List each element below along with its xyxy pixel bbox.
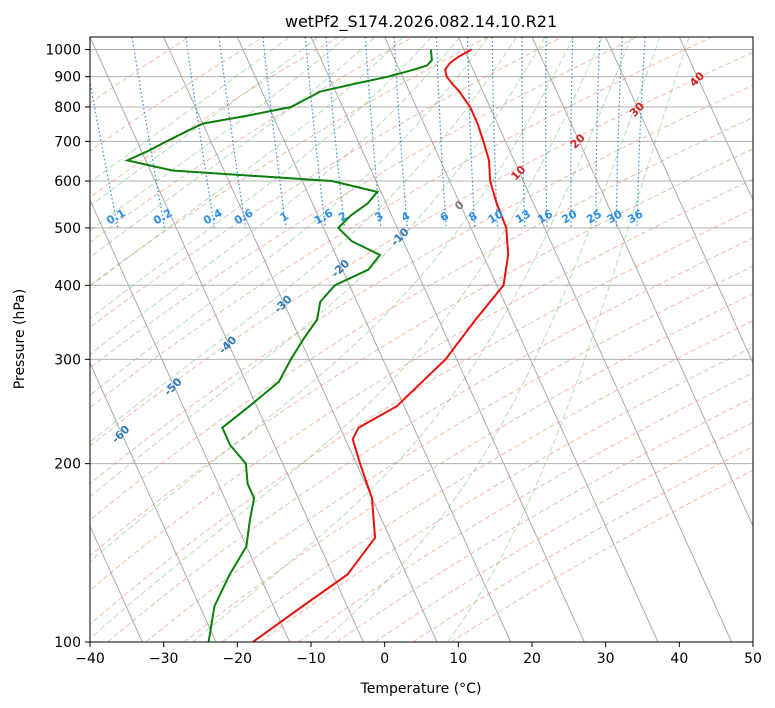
dry-adiabat-line	[90, 37, 190, 104]
dry-adiabat-lines	[90, 37, 753, 642]
mixing-ratio-line	[325, 37, 346, 228]
dry-adiabat-line	[90, 37, 563, 328]
x-tick-label: −20	[223, 651, 253, 667]
moist-adiabat-line	[321, 37, 661, 642]
moist-adiabat-line	[447, 37, 690, 642]
y-tick-label: 500	[54, 221, 81, 237]
isotherm-line	[384, 37, 659, 642]
y-tick-label: 1000	[45, 43, 81, 59]
y-axis-title: Pressure (hPa)	[12, 289, 28, 389]
x-tick-label: 50	[744, 651, 762, 667]
dewpoint-profile	[124, 49, 433, 642]
dry-adiabat-line	[90, 37, 638, 369]
plot-area: -100-90-80-70-60-50-40-30-20-10010203040…	[90, 37, 753, 642]
x-tick-label: 30	[597, 651, 615, 667]
isotherm-line	[605, 37, 753, 365]
y-tick-label: 600	[54, 174, 81, 190]
y-tick-label: 100	[54, 635, 81, 651]
mixing-ratio-line	[364, 37, 382, 228]
isotherm-line	[457, 37, 733, 642]
dry-adiabat-line	[145, 265, 753, 642]
dry-adiabat-line	[183, 293, 753, 642]
isotherm-line	[531, 37, 753, 528]
dry-adiabat-line	[298, 372, 753, 642]
isotherm-line	[678, 37, 753, 202]
chart-title: wetPf2_S174.2026.082.14.10.R21	[285, 12, 557, 32]
isotherm-line	[90, 37, 364, 642]
dry-adiabat-line	[221, 320, 753, 642]
y-axis-ticks: 100 200 300 400 500 600 700 800 900 1000	[45, 43, 90, 651]
x-tick-label: 0	[380, 651, 389, 667]
moist-adiabat-line	[90, 37, 603, 640]
mixing-ratio-line	[185, 37, 216, 228]
moist-adiabat-line	[90, 37, 575, 563]
isotherm-line	[90, 525, 143, 642]
mixing-ratio-line	[304, 37, 326, 228]
moist-adiabat-line	[90, 37, 319, 207]
x-tick-label: 40	[670, 651, 688, 667]
moist-adiabat-lines	[90, 37, 690, 642]
mixing-ratio-line	[218, 37, 246, 228]
x-tick-label: 20	[523, 651, 541, 667]
moist-adiabat-line	[90, 37, 517, 443]
dry-adiabat-line	[90, 84, 753, 485]
dry-adiabat-line	[90, 37, 488, 287]
isotherm-line	[90, 361, 217, 642]
moist-adiabat-line	[90, 37, 347, 232]
profile-series	[124, 48, 510, 642]
dry-adiabat-line	[90, 178, 753, 591]
mixing-ratio-lines	[90, 37, 646, 229]
y-tick-label: 800	[54, 100, 81, 116]
y-tick-label: 200	[54, 457, 81, 473]
y-tick-label: 700	[54, 134, 81, 150]
plot-frame	[89, 36, 754, 643]
moist-adiabat-line	[90, 37, 432, 320]
moist-adiabat-line	[90, 37, 376, 258]
dry-adiabat-line	[90, 37, 712, 409]
x-tick-label: −10	[296, 651, 326, 667]
mixing-ratio-line	[262, 37, 287, 228]
dry-adiabat-line	[90, 37, 414, 243]
isotherm-line	[90, 198, 291, 642]
y-tick-label: 900	[54, 70, 81, 86]
y-tick-label: 400	[54, 278, 81, 294]
dry-adiabat-line	[90, 116, 753, 521]
x-tick-label: −30	[149, 651, 179, 667]
isotherm-line	[163, 37, 438, 642]
moist-adiabat-line	[192, 37, 632, 642]
x-tick-label: −40	[75, 651, 105, 667]
moist-adiabat-line	[90, 37, 546, 498]
dry-adiabat-line	[90, 148, 753, 557]
dry-adiabat-line	[90, 37, 264, 152]
isotherm-line	[236, 37, 512, 642]
x-axis-title: Temperature (°C)	[360, 681, 482, 697]
moist-adiabat-line	[90, 37, 461, 356]
y-tick-label: 300	[54, 352, 81, 368]
moist-adiabat-line	[90, 37, 489, 396]
temperature-profile	[252, 48, 510, 642]
dry-adiabat-line	[90, 37, 339, 198]
x-axis-ticks: −40 −30 −20 −10 0 10 20 30 40 50	[75, 642, 762, 667]
x-tick-label: 10	[449, 651, 467, 667]
